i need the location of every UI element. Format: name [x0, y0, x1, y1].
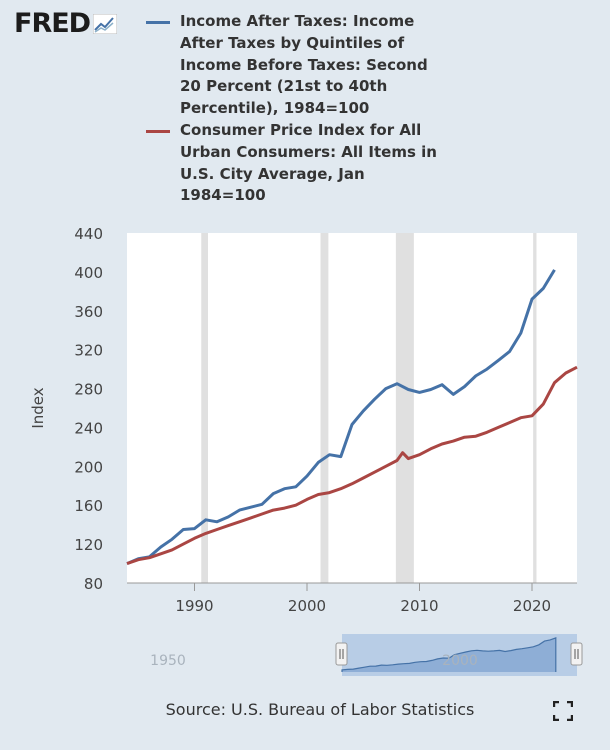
y-tick-label-440: 440 [74, 225, 103, 243]
navigator[interactable]: 1950 2000 [127, 634, 583, 676]
y-axis-label: Index [29, 387, 47, 428]
fred-logo[interactable]: FRED [14, 8, 118, 39]
y-tick-label-240: 240 [74, 419, 103, 437]
recession-band-1 [320, 233, 329, 583]
legend-swatch-cpi [146, 130, 170, 133]
recession-band-0 [201, 233, 208, 583]
y-tick-label-320: 320 [74, 342, 103, 360]
plot-area [127, 233, 577, 583]
x-tick-label-1990: 1990 [175, 597, 213, 615]
legend-item-cpi[interactable]: Consumer Price Index for All Urban Consu… [146, 120, 440, 207]
series-line-cpi[interactable] [126, 365, 578, 566]
navigator-label-1950: 1950 [150, 653, 186, 669]
y-tick-label-120: 120 [74, 536, 103, 554]
y-tick-label-400: 400 [74, 264, 103, 282]
series-layer [126, 269, 578, 566]
legend-item-income[interactable]: Income After Taxes: Income After Taxes b… [146, 11, 440, 120]
recession-band-2 [395, 233, 414, 583]
x-axis-ticks: 1990 2000 2010 2020 [127, 582, 577, 615]
x-tick-label-2000: 2000 [288, 597, 326, 615]
recession-shading [201, 233, 537, 583]
y-axis-ticks: 80 120 160 200 240 280 320 360 400 440 [74, 225, 103, 593]
legend-label-income: Income After Taxes: Income After Taxes b… [180, 12, 428, 118]
line-chart[interactable]: 80 120 160 200 240 280 320 360 400 440 1990 2000 20… [0, 0, 610, 700]
x-tick-label-2010: 2010 [400, 597, 438, 615]
navigator-series [341, 637, 557, 672]
series-line-income[interactable] [126, 269, 556, 565]
x-tick-label-2020: 2020 [513, 597, 551, 615]
legend-label-cpi: Consumer Price Index for All Urban Consu… [180, 121, 437, 205]
navigator-label-2000: 2000 [442, 653, 478, 669]
source-note: Source: U.S. Bureau of Labor Statistics [165, 700, 475, 719]
y-tick-label-360: 360 [74, 303, 103, 321]
y-tick-label-200: 200 [74, 458, 103, 476]
logo-text: FRED [14, 8, 91, 39]
fullscreen-icon[interactable] [553, 701, 573, 721]
y-tick-label-80: 80 [84, 575, 103, 593]
fred-chart-icon [93, 13, 118, 34]
recession-band-3 [533, 233, 537, 583]
legend-swatch-income [146, 21, 170, 24]
navigator-handle-left[interactable] [335, 642, 348, 666]
y-tick-label-160: 160 [74, 497, 103, 515]
y-tick-label-280: 280 [74, 381, 103, 399]
navigator-handle-right[interactable] [570, 642, 583, 666]
